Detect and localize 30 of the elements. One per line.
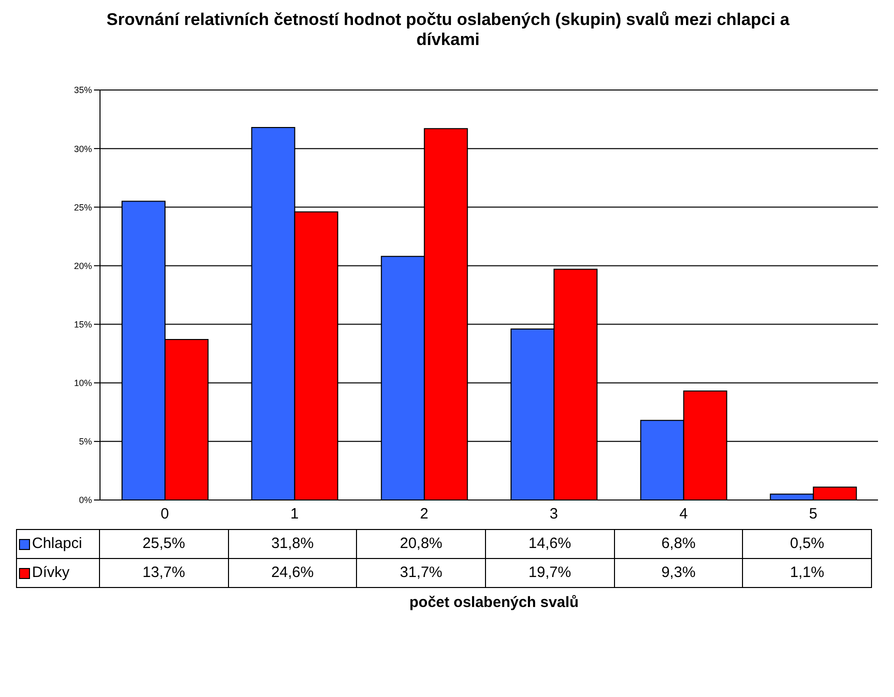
y-tick-label: 35%: [74, 85, 92, 96]
data-label: 1,1%: [742, 558, 872, 588]
x-axis-title: počet oslabených svalů: [408, 594, 580, 611]
x-tick-label: 1: [290, 506, 299, 523]
data-label: 20,8%: [356, 529, 486, 559]
chart-title: Srovnání relativních četností hodnot počtu oslabených (skupin) svalů mezi chlapci a dívkami: [106, 10, 790, 50]
y-tick-label: 30%: [74, 144, 92, 154]
y-tick-label: 10%: [74, 378, 92, 388]
y-tick-label: 5%: [78, 436, 92, 447]
x-tick-label: 4: [679, 506, 688, 523]
data-label: 0,5%: [742, 529, 872, 559]
data-label: 6,8%: [614, 529, 744, 559]
data-label: 24,6%: [228, 558, 358, 588]
x-tick-label: 0: [160, 506, 170, 523]
x-tick-label: 2: [420, 506, 428, 523]
data-label: 31,7%: [356, 558, 486, 588]
data-label: 19,7%: [484, 558, 615, 588]
data-label: 31,8%: [228, 529, 358, 559]
y-tick-label: 25%: [74, 202, 92, 212]
data-label: 14,6%: [484, 529, 615, 559]
data-label: 25,5%: [99, 529, 229, 559]
data-label: 13,7%: [99, 558, 229, 588]
x-tick-label: 3: [550, 506, 558, 523]
legend-label: Chlapci: [32, 534, 82, 554]
y-tick-label: 20%: [74, 260, 92, 271]
data-label: 9,3%: [614, 558, 744, 588]
x-tick-label: 5: [808, 506, 818, 523]
y-tick-label: 15%: [74, 319, 92, 330]
legend-label: Dívky: [32, 563, 70, 583]
y-tick-label: 0%: [78, 495, 92, 506]
